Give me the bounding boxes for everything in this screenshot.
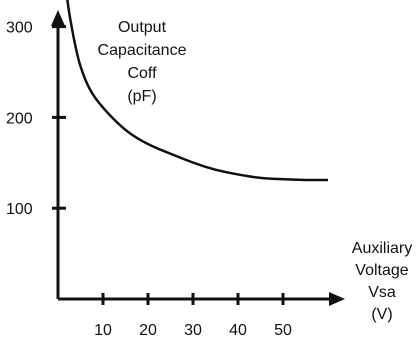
- ylabel-line: Capacitance: [98, 42, 187, 59]
- x-tick-label: 10: [94, 322, 112, 339]
- x-tick-label: 40: [229, 322, 247, 339]
- x-tick-label: 20: [139, 322, 157, 339]
- y-axis-label: Output Capacitance Coff (pF): [98, 19, 187, 105]
- ylabel-line: Coff: [127, 65, 157, 82]
- xlabel-line: Voltage: [355, 262, 408, 279]
- xlabel-line: Auxiliary: [352, 240, 412, 257]
- xlabel-line: (V): [371, 306, 392, 323]
- series: [66, 0, 328, 182]
- y-tick-label: 100: [6, 201, 33, 218]
- ylabel-line: (pF): [127, 88, 156, 105]
- x-tick-label: 30: [184, 322, 202, 339]
- y-axis-arrow: [51, 10, 65, 26]
- y-tick-label: 300: [6, 20, 33, 37]
- x-tick-label: 50: [274, 322, 292, 339]
- data-series-line: [66, 0, 328, 182]
- x-axis-arrow: [329, 292, 345, 306]
- x-ticks: 10 20 30 40 50: [94, 293, 292, 339]
- axes: [51, 10, 345, 306]
- xlabel-line: Vsa: [368, 284, 396, 301]
- x-axis-label: Auxiliary Voltage Vsa (V): [352, 240, 412, 323]
- y-ticks: 100200300400500: [6, 20, 66, 218]
- ylabel-line: Output: [118, 19, 167, 36]
- y-tick-label: 200: [6, 110, 33, 127]
